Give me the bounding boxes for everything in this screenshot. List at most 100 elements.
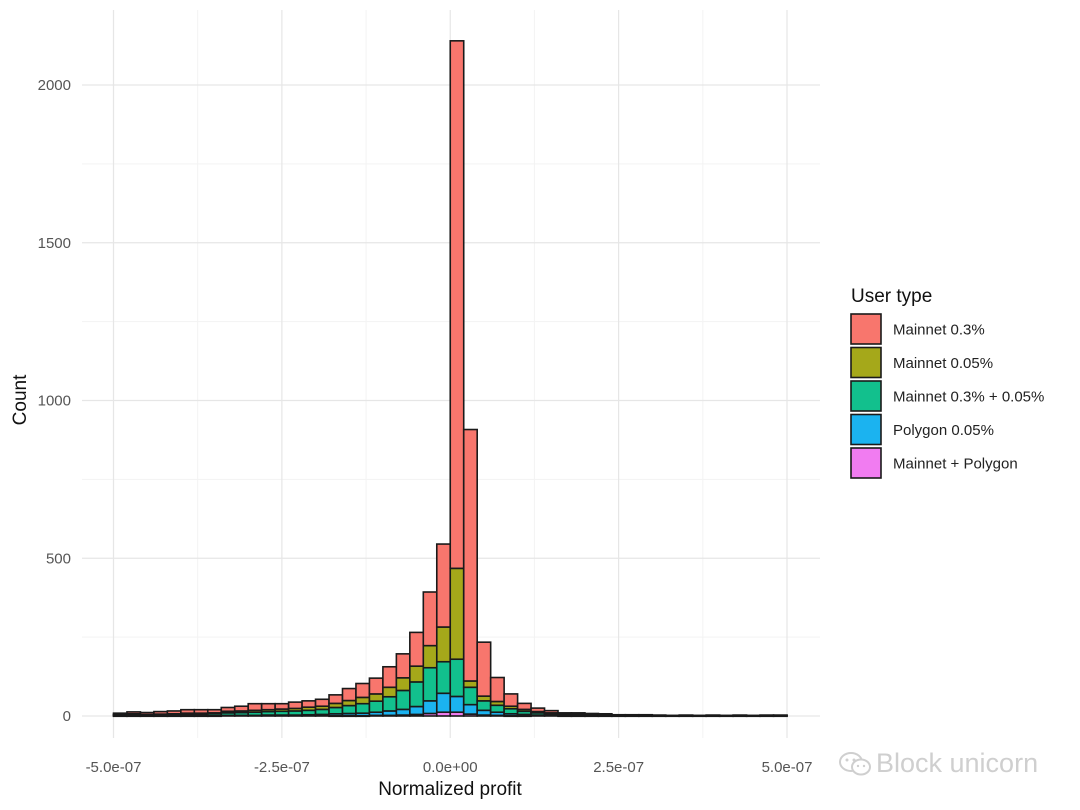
legend-swatch [850, 346, 882, 379]
x-tick-label: -5.0e-07 [86, 759, 142, 776]
bar-segment [409, 631, 425, 667]
bar-segment [476, 641, 492, 697]
bar-segment [287, 701, 303, 710]
bar-segment [516, 702, 532, 711]
bar-segment [638, 713, 654, 717]
y-axis-title: Count [10, 374, 31, 425]
bar-segment [503, 693, 519, 708]
bar-segment [355, 682, 371, 699]
bar-segment [462, 428, 478, 682]
bar-segment [462, 680, 478, 689]
bar-segment [193, 708, 209, 714]
bar-segment [382, 665, 398, 689]
bar-segment [368, 677, 384, 695]
bar-segment [732, 714, 748, 717]
y-tick-label: 1500 [38, 235, 71, 252]
bar-segment [422, 666, 438, 702]
x-tick-label: 5.0e-07 [762, 759, 813, 776]
bar-segment [126, 711, 142, 715]
bar-segment [355, 696, 371, 705]
bar-segment [112, 712, 128, 716]
bar-segment [409, 665, 425, 683]
bar-segment [597, 712, 613, 716]
bar-segment [220, 706, 236, 713]
x-tick-label: 2.5e-07 [593, 759, 644, 776]
bar-segment [705, 714, 721, 717]
bar-segment [368, 700, 384, 714]
bar-segment [584, 712, 600, 716]
bar-segment [489, 704, 505, 714]
histogram-bars [112, 40, 788, 718]
legend-swatch [850, 313, 882, 345]
bar-segment [395, 677, 411, 692]
bar-segment [611, 713, 627, 717]
bar-segment [233, 705, 249, 712]
legend-label: Mainnet + Polygon [893, 456, 1018, 473]
legend: User type Mainnet 0.3% Mainnet 0.05% Mainn… [850, 286, 1044, 479]
bar-segment [772, 714, 788, 717]
bar-segment [328, 706, 344, 715]
x-tick-label: 0.0e+00 [423, 759, 478, 776]
bar-segment [718, 714, 734, 717]
bar-segment [543, 709, 559, 714]
bar-segment [624, 713, 640, 717]
bar-segment [355, 702, 371, 714]
legend-label: Mainnet 0.3% + 0.05% [893, 389, 1044, 406]
bar-segment [153, 710, 169, 715]
bar-segment [180, 708, 196, 714]
bar-segment [382, 686, 398, 698]
x-tick-label: -2.5e-07 [254, 759, 310, 776]
bar-segment [422, 591, 438, 647]
wechat-icon [839, 751, 871, 775]
bar-segment [678, 714, 694, 717]
bar-segment [557, 712, 573, 715]
bar-segment [462, 703, 478, 715]
legend-label: Mainnet 0.05% [893, 355, 993, 372]
bar-segment [395, 689, 411, 711]
bar-segment [368, 693, 384, 702]
bar-segment [570, 712, 586, 715]
bar-segment [435, 692, 452, 714]
legend-swatch [850, 413, 882, 446]
bar-segment [139, 711, 155, 716]
bar-segment [166, 710, 182, 715]
y-tick-label: 500 [46, 550, 71, 567]
legend-swatch [850, 447, 882, 479]
legend-swatch [850, 380, 882, 412]
bar-segment [206, 708, 223, 714]
bar-segment [314, 698, 330, 708]
y-tick-label: 0 [63, 708, 71, 725]
bar-segment [341, 687, 357, 702]
y-tick-label: 1000 [38, 393, 71, 410]
y-tick-label: 2000 [38, 77, 71, 94]
x-axis-ticks: -5.0e-07 -2.5e-07 0.0e+00 2.5e-07 5.0e-07 [86, 759, 813, 776]
bar-segment [247, 702, 263, 712]
bar-segment [530, 707, 546, 713]
bar-segment [449, 40, 465, 570]
bar-segment [745, 714, 761, 717]
bar-segment [382, 695, 398, 712]
watermark-text: Block unicorn [876, 748, 1039, 778]
legend-label: Polygon 0.05% [893, 422, 994, 439]
bar-segment [328, 694, 344, 705]
bar-segment [409, 705, 425, 716]
bar-segment [395, 653, 411, 679]
bar-segment [489, 676, 505, 703]
bar-segment [651, 714, 667, 717]
bar-segment [759, 714, 775, 717]
bar-segment [341, 704, 357, 715]
y-axis-ticks: 0 500 1000 1500 2000 [38, 77, 71, 725]
bar-segment [462, 686, 478, 706]
bar-segment [260, 702, 276, 711]
bar-segment [422, 644, 438, 669]
bar-segment [301, 700, 317, 708]
legend-label: Mainnet 0.3% [893, 322, 985, 339]
bar-segment [274, 702, 290, 710]
bar-segment [449, 567, 465, 661]
bar-segment [435, 660, 452, 695]
bar-segment [395, 708, 411, 716]
bar-segment [409, 681, 425, 708]
bar-segment [664, 714, 681, 717]
